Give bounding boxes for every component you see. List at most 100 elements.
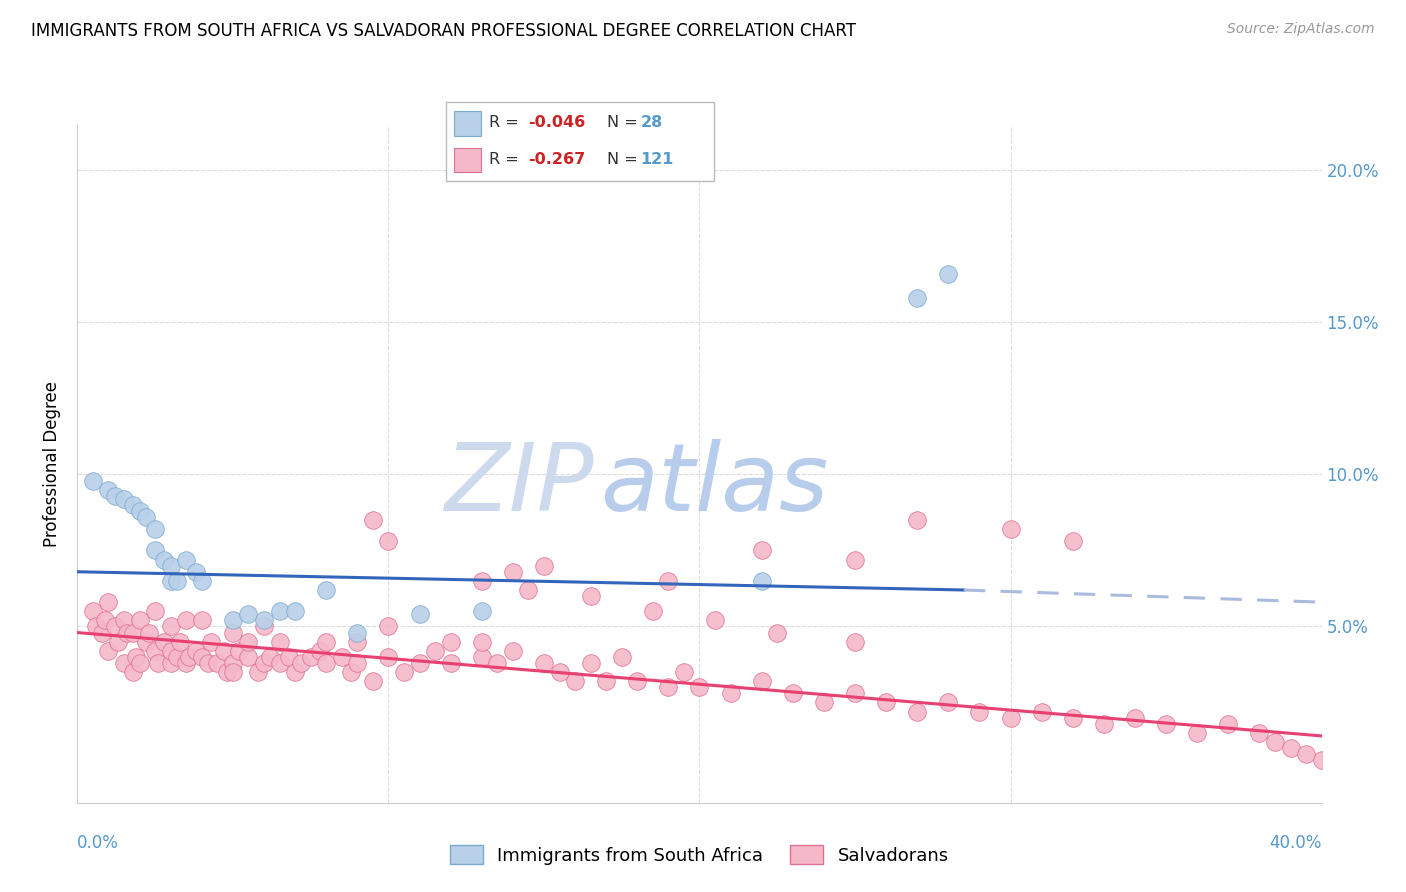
Point [408,607,430,622]
Point [153,634,176,648]
Point [191,649,214,664]
Text: -0.046: -0.046 [527,115,585,130]
Point [112,491,135,506]
Point [269,656,291,670]
Point [340,665,363,679]
Point [346,625,368,640]
Point [169,634,191,648]
Point [112,614,135,628]
Point [153,552,176,566]
Point [122,625,145,640]
Point [346,656,368,670]
Point [222,656,245,670]
Point [844,634,866,648]
Y-axis label: Professional Degree: Professional Degree [44,381,62,547]
Text: R =: R = [489,115,519,130]
Point [905,291,928,305]
Point [107,634,129,648]
Point [1249,726,1271,740]
Point [844,552,866,566]
Text: Source: ZipAtlas.com: Source: ZipAtlas.com [1227,22,1375,37]
Point [238,649,260,664]
Point [277,649,299,664]
Point [112,656,135,670]
Point [1187,726,1209,740]
Point [97,483,120,497]
Point [579,589,602,603]
Point [1279,741,1302,756]
Point [330,649,353,664]
Point [1031,705,1053,719]
Point [875,696,897,710]
Point [284,665,307,679]
Point [128,656,150,670]
Point [377,619,399,633]
Point [104,619,127,633]
Point [720,686,742,700]
Point [440,634,463,648]
Point [197,656,219,670]
Point [1092,716,1115,731]
Bar [454,147,481,172]
Point [94,614,117,628]
Point [657,574,679,588]
Point [626,674,648,689]
Point [361,513,384,527]
Point [184,644,207,658]
Point [135,510,157,524]
Bar [454,112,481,136]
Text: ZIP: ZIP [444,439,593,530]
Point [408,656,430,670]
Point [1264,735,1286,749]
Point [200,634,222,648]
Point [207,656,229,670]
Point [969,705,991,719]
Point [253,614,276,628]
Point [143,644,166,658]
Point [704,614,727,628]
Point [212,644,235,658]
Point [191,614,214,628]
Point [548,665,571,679]
Point [309,644,332,658]
Point [125,649,148,664]
Point [1154,716,1177,731]
Point [269,634,291,648]
Point [564,674,586,689]
Point [159,619,181,633]
Point [122,498,145,512]
Point [938,696,960,710]
Point [346,634,368,648]
Point [471,574,494,588]
FancyBboxPatch shape [446,103,714,181]
Point [253,656,276,670]
Point [159,558,181,573]
Text: N =: N = [607,152,638,167]
Point [1062,534,1084,549]
Point [905,705,928,719]
Point [259,649,281,664]
Text: 121: 121 [640,152,673,167]
Point [222,625,245,640]
Point [423,644,446,658]
Point [143,543,166,558]
Point [751,543,773,558]
Point [135,634,157,648]
Point [844,686,866,700]
Point [315,582,337,597]
Point [471,634,494,648]
Point [174,656,197,670]
Point [502,644,524,658]
Point [159,574,181,588]
Point [215,665,238,679]
Point [191,574,214,588]
Point [97,595,120,609]
Point [1000,522,1022,536]
Point [471,604,494,618]
Point [179,649,201,664]
Text: atlas: atlas [600,439,828,530]
Point [159,656,181,670]
Point [84,619,107,633]
Text: -0.267: -0.267 [527,152,585,167]
Point [813,696,835,710]
